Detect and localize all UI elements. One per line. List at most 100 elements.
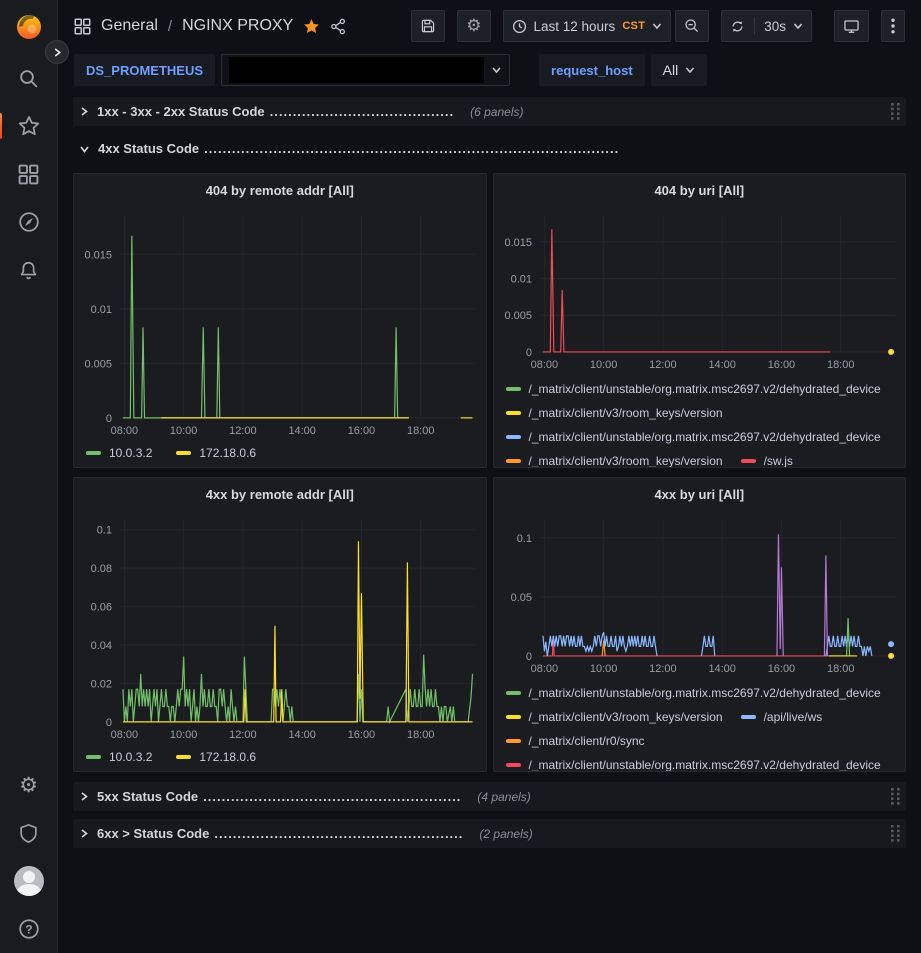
legend-swatch-blue [740, 715, 756, 719]
legend-item[interactable]: 10.0.3.2 [86, 745, 152, 769]
save-dashboard-button[interactable] [411, 10, 446, 42]
legend-item[interactable]: /_matrix/client/unstable/org.matrix.msc2… [505, 753, 881, 771]
variable-value-request-host-dropdown[interactable]: All [650, 54, 708, 86]
sidebar-item-profile[interactable] [9, 861, 49, 901]
row-title-leader: ........................................… [204, 141, 620, 156]
panel-title[interactable]: 4xx by uri [All] [654, 487, 745, 502]
panels-grid: 404 by remote addr [All] 0 0.005 0.01 0.015 0… [73, 173, 906, 772]
legend-label: 10.0.3.2 [109, 749, 153, 764]
legend-item[interactable]: /_matrix/client/v3/room_keys/version [505, 449, 723, 468]
search-icon [20, 69, 38, 88]
legend-item[interactable]: 172.18.0.6 [176, 441, 256, 465]
share-icon[interactable] [330, 18, 347, 35]
panel-title[interactable]: 4xx by remote addr [All] [205, 487, 354, 502]
refresh-picker[interactable]: 30s [721, 10, 812, 42]
apps-icon [18, 164, 39, 184]
drag-handle-icon [891, 825, 900, 842]
variable-value-ds-prometheus-dropdown[interactable] [221, 54, 511, 86]
sidebar-item-explore[interactable] [9, 202, 49, 242]
sidebar-item-help[interactable]: ? [9, 909, 49, 949]
svg-text:?: ? [25, 922, 32, 936]
svg-text:14:00: 14:00 [708, 663, 735, 675]
legend-label: /sw.js [763, 454, 793, 468]
svg-text:16:00: 16:00 [348, 425, 375, 437]
svg-text:10:00: 10:00 [589, 663, 616, 675]
dashboard-row-header[interactable]: 5xx Status Code.........................… [73, 782, 906, 811]
refresh-icon [732, 20, 743, 32]
time-range-picker[interactable]: Last 12 hours CST [502, 10, 672, 42]
legend-item[interactable]: /api/live/ws [740, 705, 823, 729]
dashboard-row-header[interactable]: 6xx > Status Code.......................… [73, 819, 906, 848]
legend-item[interactable]: /_matrix/client/unstable/org.matrix.msc2… [505, 681, 881, 705]
time-series-chart[interactable]: 0 0.05 0.1 08:00 10:00 12:00 14:00 16:00 18:00 [494, 512, 906, 678]
sidebar-item-search[interactable] [9, 58, 49, 98]
legend-item[interactable]: 10.0.3.2 [86, 441, 152, 465]
breadcrumb-dashboard-title[interactable]: NGINX PROXY [182, 17, 294, 34]
breadcrumb-folder[interactable]: General [101, 17, 158, 34]
legend-swatch-green [505, 387, 521, 391]
row-drag-handle[interactable] [891, 788, 900, 805]
chevron-down-icon [793, 23, 803, 30]
panel-legend: 10.0.3.2 172.18.0.6 [74, 744, 486, 769]
legend-label: /_matrix/client/v3/room_keys/version [528, 454, 723, 468]
chevron-down-icon [653, 23, 662, 30]
dashboard-row-header[interactable]: 4xx Status Code.........................… [73, 134, 906, 163]
chevron-right-icon [81, 792, 88, 801]
tv-mode-button[interactable] [834, 10, 869, 42]
legend-item[interactable]: /_matrix/client/unstable/org.matrix.msc2… [505, 377, 881, 401]
svg-text:18:00: 18:00 [407, 729, 434, 741]
svg-text:08:00: 08:00 [530, 359, 557, 371]
variables-submenu: DS_PROMETHEUS request_host All [58, 52, 921, 92]
legend-item[interactable]: /_matrix/client/v3/room_keys/version [505, 705, 723, 729]
time-series-chart[interactable]: 0 0.005 0.01 0.015 08:00 10:00 12:00 14:00 16:00… [74, 208, 486, 440]
sidebar-item-server-admin[interactable] [9, 813, 49, 853]
legend-swatch-orange [505, 459, 521, 463]
sidebar-expand-button[interactable] [45, 40, 69, 64]
legend-item[interactable]: /_matrix/client/v3/room_keys/version [505, 401, 723, 425]
favorite-star-icon[interactable] [303, 18, 320, 35]
legend-swatch-green [86, 754, 101, 759]
zoom-out-button[interactable] [675, 10, 710, 42]
legend-swatch-yellow [176, 754, 192, 759]
panel-title[interactable]: 404 by remote addr [All] [205, 183, 354, 198]
sidebar-item-dashboards[interactable] [9, 154, 49, 194]
row-title-leader: ........................................… [214, 826, 464, 841]
row-panel-count: (2 panels) [479, 826, 533, 841]
chevron-right-icon [81, 829, 88, 838]
more-options-button[interactable] [881, 10, 905, 42]
legend-item[interactable]: 172.18.0.6 [176, 745, 256, 769]
row-drag-handle[interactable] [891, 825, 900, 842]
dashboard-row-header[interactable]: 1xx - 3xx - 2xx Status Code.............… [73, 97, 906, 126]
svg-text:14:00: 14:00 [708, 359, 735, 371]
svg-text:0: 0 [525, 347, 531, 359]
row-title-leader: ........................................ [269, 104, 455, 119]
row-drag-handle[interactable] [891, 103, 900, 120]
sidebar-item-alerting[interactable] [9, 250, 49, 290]
legend-swatch-orange [505, 739, 521, 743]
chevron-right-icon [81, 107, 88, 116]
dashboard-settings-button[interactable]: ⚙ [457, 10, 491, 42]
timezone-label: CST [622, 20, 646, 32]
time-series-chart[interactable]: 0 0.005 0.01 0.015 08:00 10:00 12:00 14:00 16:00… [494, 208, 906, 374]
legend-swatch-yellow [505, 715, 521, 719]
legend-label: /_matrix/client/r0/sync [528, 734, 645, 748]
gear-icon: ⚙ [19, 772, 38, 797]
dashboard-panel: 404 by uri [All] 0 0.005 0.01 0.015 08:00 10:0… [492, 173, 906, 468]
chevron-down-icon [80, 145, 89, 153]
shield-icon [20, 823, 37, 843]
time-series-chart[interactable]: 0 0.02 0.04 0.06 0.08 0.1 08:00 10:00 12:00 14:00… [74, 512, 486, 744]
sidebar-item-starred[interactable] [0, 106, 49, 146]
legend-item[interactable]: /_matrix/client/unstable/org.matrix.msc2… [505, 425, 881, 449]
legend-item[interactable]: /_matrix/client/r0/sync [505, 729, 645, 753]
svg-text:0.01: 0.01 [510, 273, 531, 285]
sidebar: ⚙ ? [0, 0, 69, 953]
svg-text:14:00: 14:00 [288, 729, 315, 741]
sidebar-item-configuration[interactable]: ⚙ [9, 765, 49, 805]
legend-label: /api/live/ws [763, 710, 823, 724]
redacted-variable-value [229, 57, 485, 83]
dashboard-panel: 4xx by uri [All] 0 0.05 0.1 08:00 10:00 12:00 1… [492, 477, 906, 772]
panel-title[interactable]: 404 by uri [All] [654, 183, 745, 198]
panel-legend: 10.0.3.2 172.18.0.6 [74, 440, 486, 465]
grafana-logo[interactable] [11, 8, 47, 44]
legend-item[interactable]: /sw.js [740, 449, 793, 468]
